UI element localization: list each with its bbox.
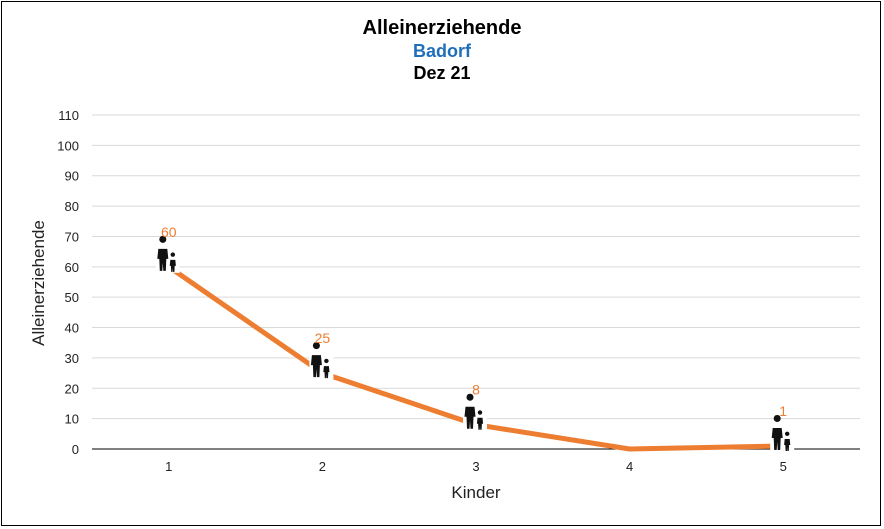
x-tick-label: 5 [780,459,787,474]
y-tick-label: 70 [65,229,79,244]
y-tick-label: 0 [72,442,79,457]
x-tick-label: 4 [626,459,633,474]
data-label: 25 [315,330,331,346]
chart-subtitle: Badorf [413,41,471,61]
data-label: 60 [161,224,177,240]
y-tick-label: 50 [65,290,79,305]
parent-child-icon [309,342,334,380]
y-tick-label: 60 [65,260,79,275]
x-tick-labels: 1 2 3 4 5 [165,459,787,474]
chart-titles: Alleinerziehende Badorf Dez 21 [0,16,884,84]
y-tick-label: 80 [65,199,79,214]
data-labels: 60 25 8 1 [161,224,787,419]
data-label: 8 [472,382,480,398]
x-axis-label: Kinder [451,483,500,502]
y-tick-label: 90 [65,169,79,184]
x-tick-label: 1 [165,459,172,474]
y-axis-label: Alleinerziehende [29,220,48,346]
y-tick-label: 20 [65,381,79,396]
x-tick-label: 3 [472,459,479,474]
parent-child-icon [155,235,180,273]
chart-title: Alleinerziehende [362,17,522,39]
y-tick-label: 110 [58,108,79,123]
data-label: 1 [779,403,787,419]
y-tick-label: 30 [65,351,79,366]
parent-child-icon [770,414,795,452]
markers-group [155,235,795,452]
y-tick-labels: 0 10 20 30 40 50 60 70 80 90 100 110 [57,108,79,457]
parent-child-icon [463,393,487,431]
chart-period: Dez 21 [413,63,471,83]
y-tick-label: 40 [65,321,79,336]
x-tick-label: 2 [319,459,326,474]
y-tick-label: 10 [65,412,79,427]
y-tick-label: 100 [57,138,79,153]
